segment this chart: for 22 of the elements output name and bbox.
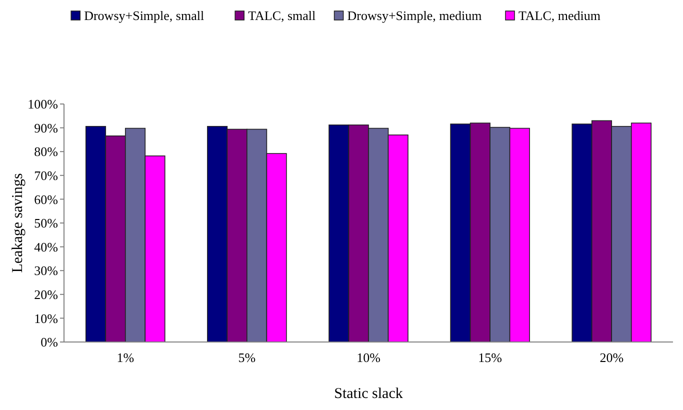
legend-label: TALC, medium: [518, 8, 601, 23]
x-axis-title: Static slack: [334, 386, 404, 402]
legend-label: Drowsy+Simple, small: [84, 8, 204, 23]
y-tick-label: 60%: [34, 192, 58, 207]
y-tick-label: 40%: [34, 239, 58, 254]
x-tick-label: 15%: [478, 350, 502, 365]
legend-label: Drowsy+Simple, medium: [347, 8, 482, 23]
y-tick-label: 50%: [34, 216, 58, 231]
y-axis-title: Leakage savings: [10, 173, 26, 273]
y-tick-label: 100%: [28, 96, 58, 112]
x-tick-label: 20%: [600, 350, 624, 365]
x-tick-label: 5%: [238, 350, 256, 365]
y-tick-label: 80%: [34, 144, 58, 160]
x-tick-label: 1%: [116, 350, 134, 365]
x-tick-label: 10%: [356, 350, 381, 365]
y-tick-label: 10%: [34, 310, 58, 326]
y-tick-label: 20%: [34, 286, 58, 302]
y-tick-label: 70%: [34, 168, 58, 183]
y-tick-label: 30%: [34, 263, 58, 278]
legend-label: TALC, small: [248, 8, 316, 23]
y-tick-label: 0%: [40, 334, 58, 350]
y-tick-label: 90%: [34, 120, 58, 136]
